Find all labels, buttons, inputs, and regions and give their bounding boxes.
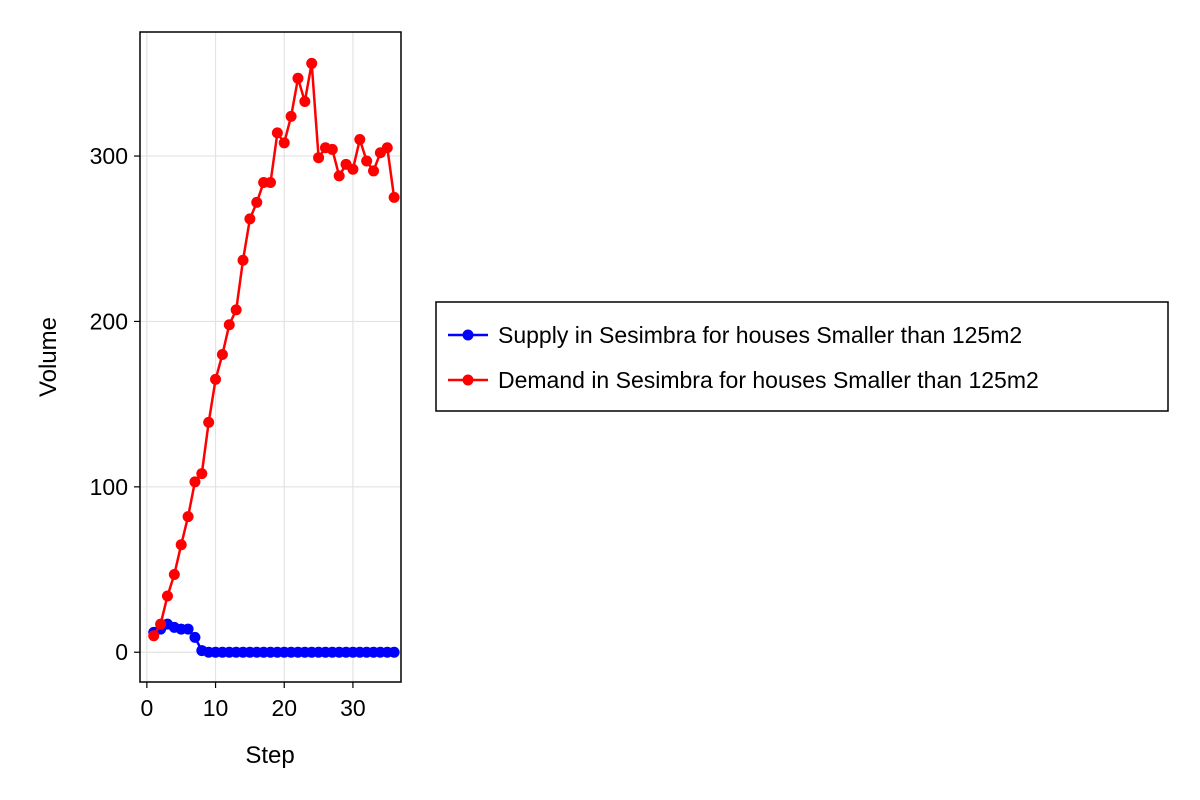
x-tick-label: 10 [203, 695, 229, 721]
legend: Supply in Sesimbra for houses Smaller th… [435, 301, 1169, 412]
data-point [203, 416, 215, 428]
y-tick-label: 200 [90, 308, 128, 334]
data-point [155, 618, 167, 630]
x-tick-label: 0 [140, 695, 153, 721]
y-tick-label: 100 [90, 474, 128, 500]
data-point [223, 319, 235, 331]
data-point [251, 196, 263, 208]
data-point [368, 165, 380, 177]
data-point [182, 511, 194, 523]
data-point [381, 142, 393, 154]
data-point [388, 191, 400, 203]
data-point [388, 646, 400, 658]
data-point [326, 143, 338, 155]
data-point [168, 568, 180, 580]
y-tick-label: 0 [115, 639, 128, 665]
data-point [361, 155, 373, 167]
data-point [354, 134, 366, 146]
data-point [244, 213, 256, 225]
plot-area-frame [139, 31, 402, 683]
y-axis-label: Volume [35, 317, 62, 397]
legend-supply-marker [462, 329, 474, 341]
data-point [161, 590, 173, 602]
data-point [175, 539, 187, 551]
data-point [265, 177, 276, 189]
series-demand [148, 57, 400, 642]
x-tick-label: 30 [340, 695, 366, 721]
grid-lines [140, 32, 401, 682]
data-point [189, 631, 201, 643]
series-supply [148, 618, 400, 658]
x-tick-label: 20 [271, 695, 297, 721]
data-point [306, 57, 318, 69]
legend-supply-label: Supply in Sesimbra for houses Smaller th… [498, 322, 1022, 348]
data-point [148, 630, 160, 642]
data-point [216, 349, 228, 361]
y-tick-label: 300 [90, 143, 128, 169]
series-layer [148, 57, 400, 658]
data-point [313, 152, 325, 164]
data-point [237, 254, 249, 266]
data-point [333, 170, 345, 182]
data-point [189, 476, 201, 488]
data-point [285, 110, 297, 122]
data-point [182, 623, 194, 635]
data-point [210, 373, 222, 385]
x-axis-label: Step [245, 742, 294, 769]
series-line [152, 62, 396, 637]
legend-entry-supply: Supply in Sesimbra for houses Smaller th… [448, 322, 1022, 348]
data-point [292, 72, 304, 84]
data-point [278, 137, 290, 149]
data-point [196, 468, 208, 480]
data-point [347, 163, 359, 175]
legend-demand-marker [462, 374, 474, 386]
data-point [299, 95, 311, 107]
data-point [230, 304, 242, 316]
legend-entry-demand: Demand in Sesimbra for houses Smaller th… [448, 367, 1039, 393]
legend-box [435, 301, 1169, 412]
data-point [271, 127, 283, 139]
legend-demand-label: Demand in Sesimbra for houses Smaller th… [498, 367, 1039, 393]
